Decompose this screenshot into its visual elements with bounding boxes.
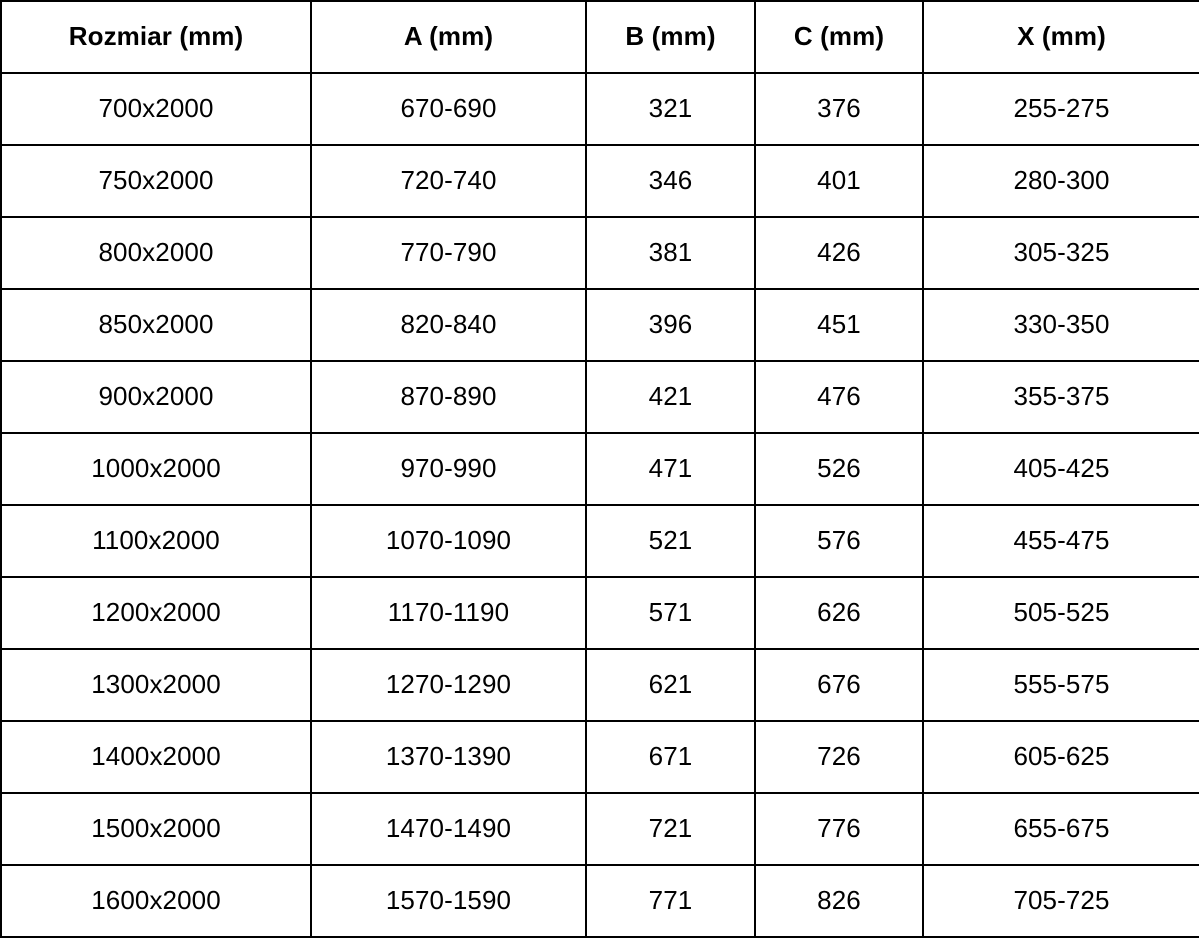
cell-b: 671 (585, 720, 756, 794)
cell-b: 621 (585, 648, 756, 722)
cell-c: 676 (754, 648, 924, 722)
cell-x: 605-625 (922, 720, 1199, 794)
cell-c: 376 (754, 72, 924, 146)
cell-x: 705-725 (922, 864, 1199, 938)
cell-a: 720-740 (310, 144, 587, 218)
cell-c: 776 (754, 792, 924, 866)
cell-rozmiar: 1000x2000 (0, 432, 312, 506)
cell-x: 405-425 (922, 432, 1199, 506)
cell-rozmiar: 1100x2000 (0, 504, 312, 578)
cell-a: 670-690 (310, 72, 587, 146)
cell-x: 305-325 (922, 216, 1199, 290)
cell-a: 770-790 (310, 216, 587, 290)
table-row: 1100x2000 1070-1090 521 576 455-475 (0, 504, 1199, 578)
cell-x: 455-475 (922, 504, 1199, 578)
cell-a: 1570-1590 (310, 864, 587, 938)
column-header-b: B (mm) (585, 0, 756, 74)
table-row: 800x2000 770-790 381 426 305-325 (0, 216, 1199, 290)
column-header-x: X (mm) (922, 0, 1199, 74)
table-row: 850x2000 820-840 396 451 330-350 (0, 288, 1199, 362)
cell-c: 826 (754, 864, 924, 938)
table-body: 700x2000 670-690 321 376 255-275 750x2000 720-… (0, 72, 1199, 938)
cell-c: 726 (754, 720, 924, 794)
cell-x: 355-375 (922, 360, 1199, 434)
cell-rozmiar: 1200x2000 (0, 576, 312, 650)
cell-rozmiar: 850x2000 (0, 288, 312, 362)
cell-b: 571 (585, 576, 756, 650)
table-header: Rozmiar (mm) A (mm) B (mm) C (mm) X (mm) (0, 0, 1199, 74)
cell-b: 771 (585, 864, 756, 938)
cell-x: 655-675 (922, 792, 1199, 866)
cell-rozmiar: 1500x2000 (0, 792, 312, 866)
table-row: 1400x2000 1370-1390 671 726 605-625 (0, 720, 1199, 794)
cell-a: 1170-1190 (310, 576, 587, 650)
cell-a: 1070-1090 (310, 504, 587, 578)
cell-a: 1470-1490 (310, 792, 587, 866)
cell-c: 451 (754, 288, 924, 362)
cell-x: 255-275 (922, 72, 1199, 146)
cell-rozmiar: 1400x2000 (0, 720, 312, 794)
column-header-rozmiar: Rozmiar (mm) (0, 0, 312, 74)
cell-b: 321 (585, 72, 756, 146)
cell-rozmiar: 800x2000 (0, 216, 312, 290)
table-row: 700x2000 670-690 321 376 255-275 (0, 72, 1199, 146)
cell-a: 820-840 (310, 288, 587, 362)
cell-b: 396 (585, 288, 756, 362)
cell-c: 476 (754, 360, 924, 434)
table-row: 1600x2000 1570-1590 771 826 705-725 (0, 864, 1199, 938)
cell-b: 721 (585, 792, 756, 866)
table-header-row: Rozmiar (mm) A (mm) B (mm) C (mm) X (mm) (0, 0, 1199, 74)
cell-a: 1370-1390 (310, 720, 587, 794)
cell-x: 280-300 (922, 144, 1199, 218)
cell-x: 555-575 (922, 648, 1199, 722)
table-row: 900x2000 870-890 421 476 355-375 (0, 360, 1199, 434)
table-row: 750x2000 720-740 346 401 280-300 (0, 144, 1199, 218)
cell-rozmiar: 1300x2000 (0, 648, 312, 722)
cell-rozmiar: 900x2000 (0, 360, 312, 434)
table-row: 1200x2000 1170-1190 571 626 505-525 (0, 576, 1199, 650)
cell-a: 870-890 (310, 360, 587, 434)
cell-x: 330-350 (922, 288, 1199, 362)
table-row: 1500x2000 1470-1490 721 776 655-675 (0, 792, 1199, 866)
column-header-a: A (mm) (310, 0, 587, 74)
cell-b: 421 (585, 360, 756, 434)
cell-c: 576 (754, 504, 924, 578)
cell-rozmiar: 1600x2000 (0, 864, 312, 938)
cell-b: 381 (585, 216, 756, 290)
table-row: 1300x2000 1270-1290 621 676 555-575 (0, 648, 1199, 722)
cell-a: 1270-1290 (310, 648, 587, 722)
cell-b: 471 (585, 432, 756, 506)
column-header-c: C (mm) (754, 0, 924, 74)
cell-rozmiar: 750x2000 (0, 144, 312, 218)
cell-c: 626 (754, 576, 924, 650)
cell-b: 521 (585, 504, 756, 578)
cell-x: 505-525 (922, 576, 1199, 650)
cell-c: 401 (754, 144, 924, 218)
cell-b: 346 (585, 144, 756, 218)
table-row: 1000x2000 970-990 471 526 405-425 (0, 432, 1199, 506)
cell-c: 426 (754, 216, 924, 290)
cell-c: 526 (754, 432, 924, 506)
cell-rozmiar: 700x2000 (0, 72, 312, 146)
cell-a: 970-990 (310, 432, 587, 506)
